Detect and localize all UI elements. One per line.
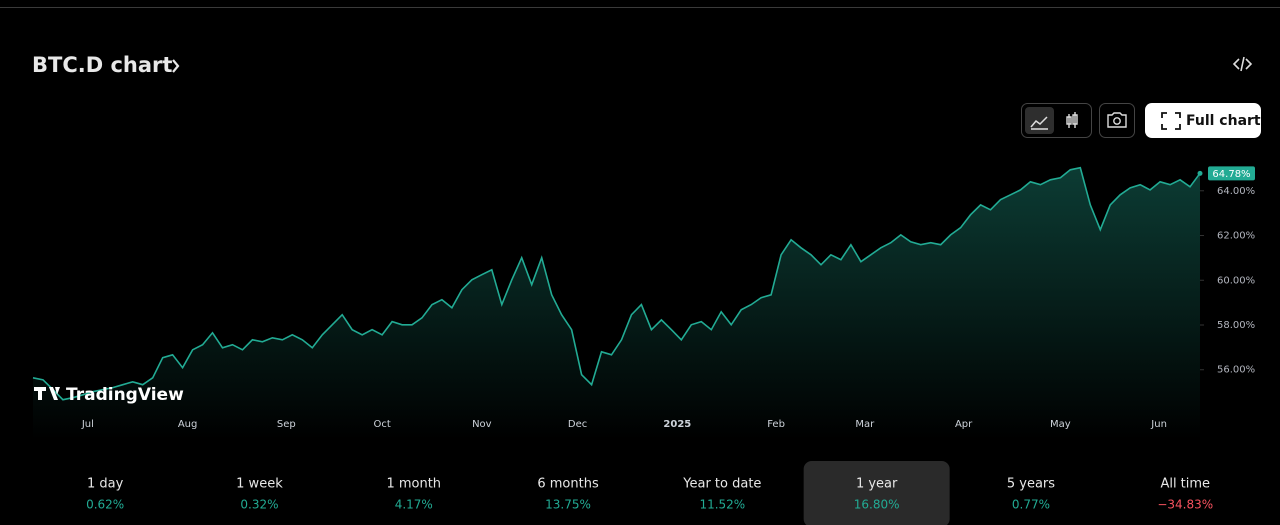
snapshot-button[interactable]	[1099, 103, 1135, 138]
area-icon	[1030, 116, 1048, 130]
camera-lens	[1113, 117, 1121, 125]
plot: 56.00%58.00%60.00%62.00%64.00%JulAugSepO…	[32, 166, 1255, 440]
period-label: 1 week	[236, 477, 283, 492]
period-tab[interactable]: 1 year 16.80%	[854, 477, 900, 512]
period-tab[interactable]: All time −34.83%	[1157, 477, 1213, 512]
price-line	[32, 166, 1201, 401]
period-change: 0.32%	[240, 498, 278, 512]
period-tab[interactable]: 1 week 0.32%	[236, 477, 283, 512]
last-value-badge	[1208, 166, 1255, 181]
period-change: 11.52%	[699, 498, 745, 512]
y-tick-label: 56.00%	[1217, 365, 1255, 376]
y-tick-label: 64.00%	[1217, 186, 1255, 197]
period-label: 1 month	[386, 477, 441, 492]
period-tab[interactable]: 1 month 4.17%	[386, 477, 441, 512]
period-tab[interactable]: Year to date 11.52%	[682, 477, 761, 512]
period-change: 0.62%	[86, 498, 124, 512]
period-label: All time	[1160, 477, 1210, 492]
period-tab[interactable]: 5 years 0.77%	[1007, 477, 1055, 512]
period-tab[interactable]: 6 months 13.75%	[537, 477, 599, 512]
period-tab[interactable]: 1 day 0.62%	[86, 477, 124, 512]
camera-icon	[1107, 112, 1127, 128]
period-label: Year to date	[682, 477, 761, 492]
period-change: 16.80%	[854, 498, 900, 512]
title[interactable]: BTC.D chart	[32, 53, 172, 77]
period-change: 13.75%	[545, 498, 591, 512]
watermark: TradingView	[66, 385, 184, 405]
period-label: 1 day	[87, 477, 124, 492]
period-label: 1 year	[856, 477, 898, 492]
embed-icon[interactable]	[1232, 56, 1253, 72]
area-fill	[33, 167, 1200, 440]
y-tick-label: 62.00%	[1217, 231, 1255, 242]
last-point	[1197, 170, 1203, 176]
area-button[interactable]	[1025, 107, 1054, 134]
last-value-label: 64.78%	[1212, 169, 1250, 180]
active-period-bg	[803, 461, 950, 525]
full-chart-label[interactable]: Full chart	[1186, 113, 1261, 129]
full-chart-icon	[1161, 112, 1181, 130]
period-label: 6 months	[537, 477, 599, 492]
chart-type-group	[1021, 103, 1092, 138]
period-change: 0.77%	[1012, 498, 1050, 512]
y-tick-label: 58.00%	[1217, 320, 1255, 331]
watermark-logo	[34, 387, 60, 400]
period-tabs: 1 day 0.62% 1 week 0.32% 1 month 4.17% 6 month…	[86, 477, 1213, 512]
period-label: 5 years	[1007, 477, 1055, 492]
period-change: 4.17%	[395, 498, 433, 512]
y-tick-label: 60.00%	[1217, 275, 1255, 286]
period-change: −34.83%	[1157, 498, 1213, 512]
title-chevron[interactable]	[172, 59, 180, 73]
full-chart-button[interactable]	[1145, 103, 1261, 138]
candle-button[interactable]	[1066, 112, 1078, 128]
